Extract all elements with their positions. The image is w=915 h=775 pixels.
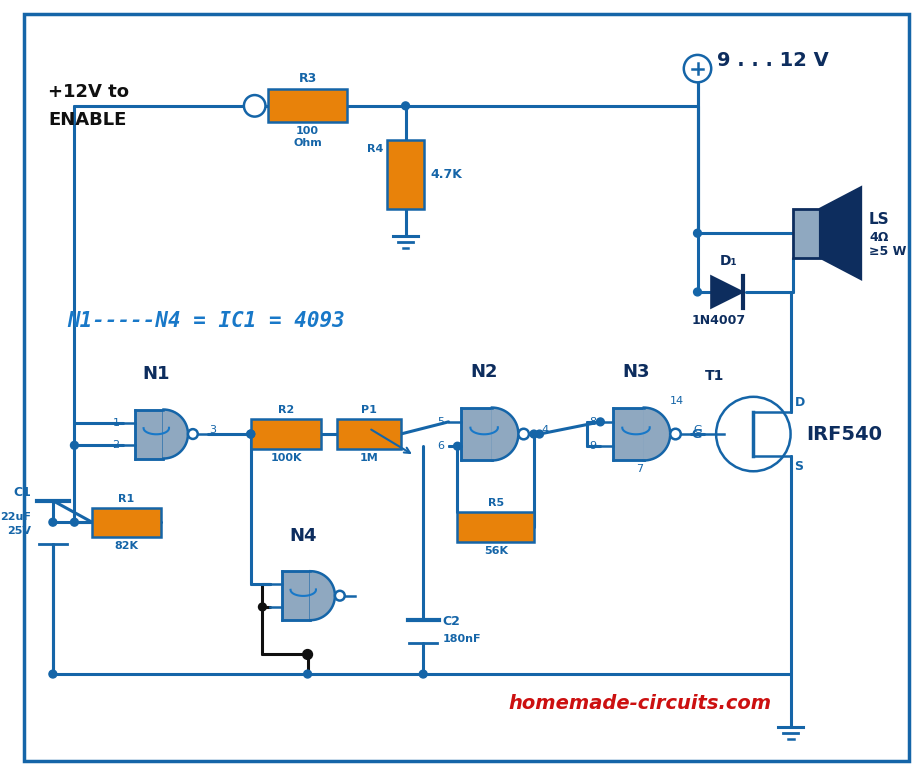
Circle shape	[303, 649, 313, 660]
Text: 25V: 25V	[7, 526, 31, 536]
Circle shape	[247, 430, 254, 438]
Circle shape	[530, 430, 538, 438]
Text: N3: N3	[622, 363, 650, 381]
Circle shape	[48, 670, 57, 678]
Polygon shape	[711, 277, 743, 308]
Text: R5: R5	[488, 498, 504, 508]
Text: N2: N2	[470, 363, 498, 381]
Bar	[337, 419, 401, 449]
Text: R4: R4	[367, 144, 383, 154]
Text: IRF540: IRF540	[806, 425, 882, 443]
Text: 22uF: 22uF	[0, 512, 31, 522]
Text: N4: N4	[289, 527, 317, 545]
Bar	[461, 408, 492, 460]
Text: D₁: D₁	[720, 254, 737, 268]
Text: homemade-circuits.com: homemade-circuits.com	[509, 694, 771, 713]
Circle shape	[244, 95, 265, 116]
Circle shape	[48, 518, 57, 526]
Circle shape	[70, 518, 79, 526]
Circle shape	[694, 288, 702, 296]
Bar	[613, 408, 644, 460]
Polygon shape	[492, 408, 518, 460]
Text: 3: 3	[210, 425, 217, 435]
Text: D: D	[794, 395, 805, 408]
Circle shape	[535, 430, 544, 438]
Text: G: G	[694, 425, 702, 435]
Text: G: G	[691, 428, 702, 440]
Text: 4.7K: 4.7K	[430, 168, 462, 181]
Bar	[92, 508, 161, 537]
Text: Ohm: Ohm	[293, 138, 322, 148]
Circle shape	[454, 443, 461, 450]
Text: 82K: 82K	[114, 541, 138, 551]
Bar	[268, 89, 347, 122]
Text: ENABLE: ENABLE	[48, 111, 126, 129]
Circle shape	[519, 429, 529, 439]
Text: R1: R1	[118, 494, 135, 504]
Text: R2: R2	[278, 405, 294, 415]
Text: 2: 2	[113, 440, 119, 450]
Text: S: S	[794, 460, 803, 473]
Bar	[387, 140, 425, 208]
Polygon shape	[164, 409, 188, 459]
Text: 1: 1	[113, 418, 119, 428]
Circle shape	[419, 670, 427, 678]
Bar	[458, 512, 533, 542]
Text: 8: 8	[589, 417, 597, 427]
Text: 56K: 56K	[484, 546, 508, 556]
Text: C2: C2	[443, 615, 460, 629]
Polygon shape	[644, 408, 670, 460]
Text: 100: 100	[296, 126, 319, 136]
Bar	[282, 571, 310, 620]
Text: 6: 6	[437, 441, 445, 451]
Circle shape	[247, 430, 254, 438]
Text: 100K: 100K	[270, 453, 302, 463]
Circle shape	[684, 55, 711, 82]
Text: 1N4007: 1N4007	[692, 314, 746, 326]
Text: N1-----N4 = IC1 = 4093: N1-----N4 = IC1 = 4093	[68, 312, 345, 332]
Bar	[135, 409, 164, 459]
Polygon shape	[310, 571, 335, 620]
Circle shape	[694, 229, 702, 237]
Bar	[792, 208, 820, 258]
Text: R3: R3	[298, 72, 317, 85]
Text: 180nF: 180nF	[443, 634, 481, 644]
Text: 7: 7	[636, 464, 643, 474]
Circle shape	[597, 418, 604, 425]
Text: N1: N1	[142, 365, 169, 383]
Circle shape	[670, 429, 681, 439]
Text: 1M: 1M	[360, 453, 378, 463]
Bar	[251, 419, 321, 449]
Text: 9 . . . 12 V: 9 . . . 12 V	[717, 51, 829, 71]
Text: T1: T1	[705, 369, 724, 383]
Text: 5: 5	[437, 417, 445, 427]
Circle shape	[188, 429, 198, 439]
Text: +12V to: +12V to	[48, 83, 129, 101]
Circle shape	[402, 102, 410, 110]
Text: 4: 4	[542, 425, 549, 435]
Text: 9: 9	[589, 441, 597, 451]
Text: P1: P1	[361, 405, 377, 415]
Text: ≥5 W: ≥5 W	[869, 246, 907, 258]
Circle shape	[70, 442, 79, 449]
Circle shape	[259, 603, 266, 611]
Text: 4Ω: 4Ω	[869, 231, 888, 243]
Polygon shape	[820, 187, 861, 279]
Circle shape	[335, 591, 345, 601]
Text: LS: LS	[869, 212, 889, 227]
Circle shape	[304, 670, 311, 678]
Circle shape	[716, 397, 791, 471]
Text: C1: C1	[14, 486, 31, 498]
Text: 14: 14	[670, 395, 684, 405]
